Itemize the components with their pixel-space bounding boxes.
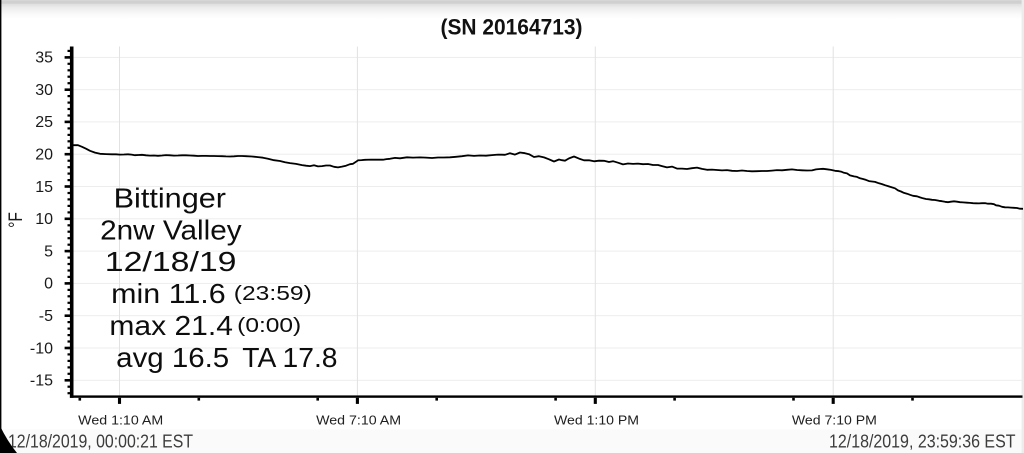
svg-text:(23:59): (23:59) xyxy=(234,282,312,305)
svg-text:35: 35 xyxy=(35,50,53,67)
svg-text:Wed 1:10 PM: Wed 1:10 PM xyxy=(554,413,639,428)
svg-text:-5: -5 xyxy=(39,308,53,325)
svg-text:(SN 20164713): (SN 20164713) xyxy=(441,15,583,40)
svg-text:25: 25 xyxy=(35,114,53,131)
svg-text:2nw Valley: 2nw Valley xyxy=(100,214,242,245)
svg-text:-10: -10 xyxy=(30,340,53,357)
svg-text:10: 10 xyxy=(35,211,53,228)
svg-text:12/18/2019, 00:00:21 EST: 12/18/2019, 00:00:21 EST xyxy=(8,432,193,452)
svg-text:TA 17.8: TA 17.8 xyxy=(242,342,337,373)
svg-text:Wed 7:10 PM: Wed 7:10 PM xyxy=(792,413,877,428)
svg-text:12/18/2019, 23:59:36 EST: 12/18/2019, 23:59:36 EST xyxy=(829,432,1016,452)
svg-text:°F: °F xyxy=(6,212,27,228)
svg-text:Wed 1:10 AM: Wed 1:10 AM xyxy=(78,413,163,428)
svg-text:15: 15 xyxy=(35,179,53,196)
svg-text:0: 0 xyxy=(44,276,53,293)
svg-text:5: 5 xyxy=(44,243,53,260)
svg-text:20: 20 xyxy=(35,147,53,164)
svg-text:avg 16.5: avg 16.5 xyxy=(116,342,229,373)
svg-text:max 21.4: max 21.4 xyxy=(109,310,233,341)
svg-text:-15: -15 xyxy=(30,373,53,390)
svg-text:(0:00): (0:00) xyxy=(237,314,301,337)
svg-text:min 11.6: min 11.6 xyxy=(111,278,226,309)
svg-text:12/18/19: 12/18/19 xyxy=(105,246,237,277)
svg-text:30: 30 xyxy=(35,82,53,99)
svg-text:Bittinger: Bittinger xyxy=(114,182,226,213)
svg-text:Wed 7:10 AM: Wed 7:10 AM xyxy=(316,413,401,428)
